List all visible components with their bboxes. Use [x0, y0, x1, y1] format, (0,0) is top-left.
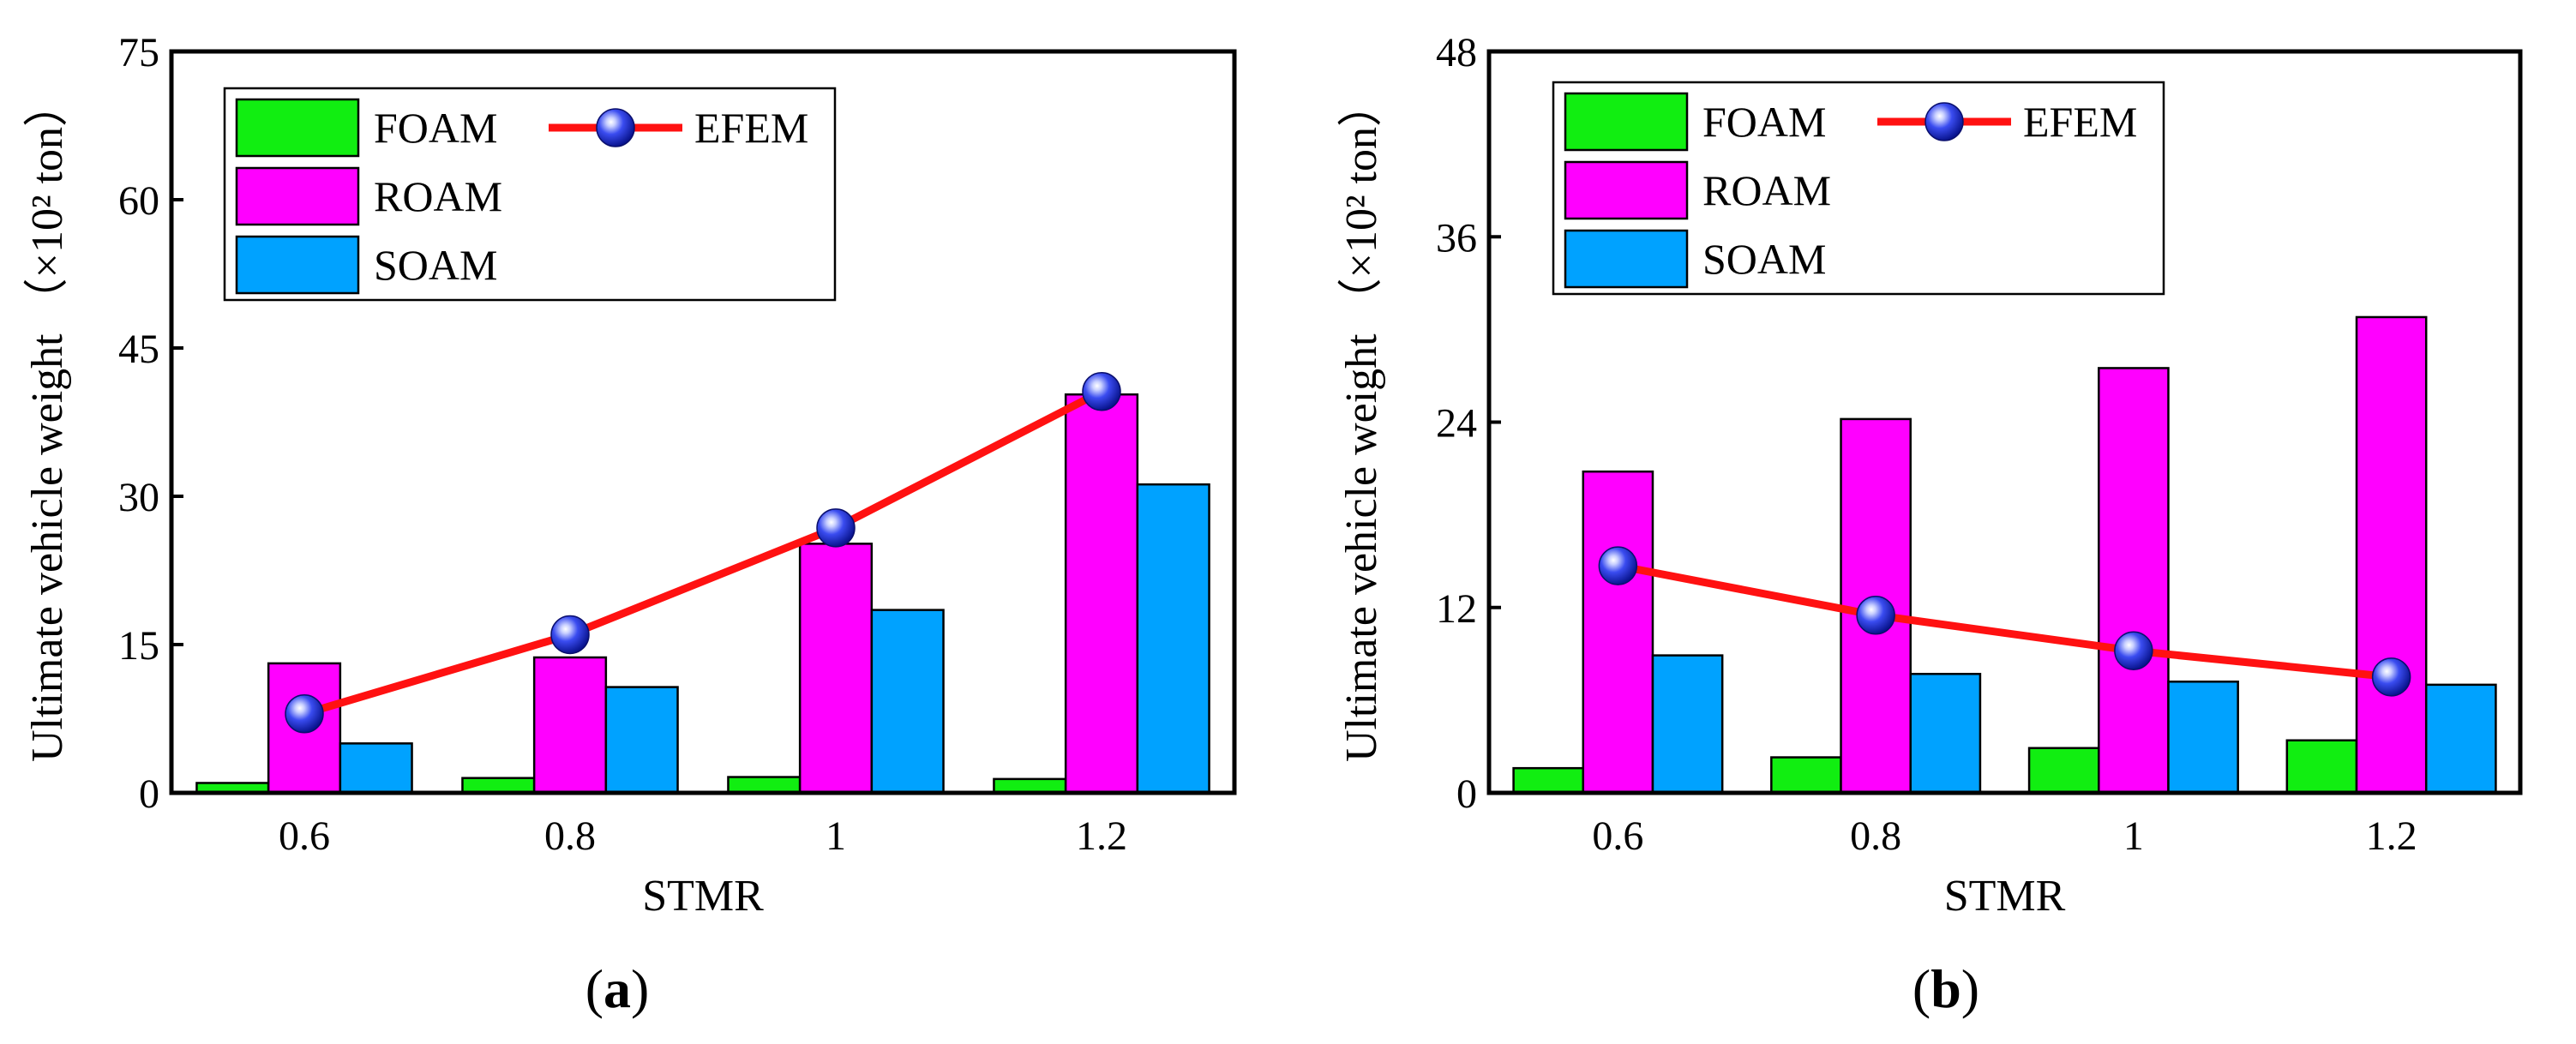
bar-soam	[604, 686, 679, 795]
y-tick-label: 45	[118, 327, 159, 372]
y-tick-label: 36	[1436, 215, 1477, 261]
point-efem	[285, 693, 324, 734]
y-tick-label: 48	[1436, 30, 1477, 75]
legend-label-soam: SOAM	[374, 241, 497, 289]
panel-caption-close: )	[1961, 958, 1979, 1019]
legend-swatch-foam	[235, 98, 360, 158]
y-axis-title-unit: （×10² ton）	[23, 82, 72, 322]
point-efem	[2114, 631, 2153, 670]
panel-caption-open: (	[1912, 958, 1930, 1019]
x-tick-label: 1	[826, 813, 846, 859]
bar-foam	[2285, 739, 2358, 795]
bar-foam	[1770, 756, 1842, 795]
legend-label-foam: FOAM	[374, 104, 497, 152]
plot-frame	[169, 49, 1237, 795]
panel-caption: (a)	[585, 958, 650, 1019]
bar-soam	[2424, 683, 2497, 795]
bar-foam	[461, 777, 536, 795]
x-tick-label: 0.8	[544, 813, 596, 859]
panel-caption: (b)	[1912, 958, 1979, 1019]
x-tick-label: 1	[2123, 813, 2144, 859]
bar-foam	[2027, 747, 2100, 795]
legend-label-foam: FOAM	[1702, 98, 1826, 146]
y-axis-title: Ultimate vehicle weight （×10² ton）	[23, 82, 72, 762]
y-axis-title-unit: （×10² ton）	[1337, 82, 1386, 322]
legend-marker-efem	[596, 108, 635, 147]
bar-soam	[1136, 483, 1210, 795]
bar-roam	[798, 543, 874, 795]
x-axis-title: STMR	[642, 872, 764, 921]
legend-swatch-foam	[1564, 92, 1689, 152]
x-axis-title: STMR	[1944, 872, 2066, 921]
y-axis-title: Ultimate vehicle weight （×10² ton）	[1337, 82, 1386, 762]
y-tick-label: 24	[1436, 401, 1477, 447]
panel-caption-letter: b	[1930, 958, 1961, 1019]
y-tick-label: 12	[1436, 586, 1477, 632]
y-tick-label: 0	[139, 771, 159, 817]
legend-label-soam: SOAM	[1702, 235, 1826, 283]
bar-foam	[1512, 766, 1585, 795]
line-efem	[303, 387, 1104, 718]
bar-soam	[1651, 654, 1724, 795]
point-efem	[550, 615, 590, 655]
bar-roam	[1582, 470, 1654, 795]
legend-marker-efem	[1924, 102, 1964, 141]
x-tick-label: 0.6	[1592, 813, 1643, 859]
legend-swatch-roam	[235, 166, 360, 226]
y-tick-label: 75	[118, 30, 159, 75]
bar-soam	[870, 609, 945, 795]
legend-label-roam: ROAM	[374, 172, 502, 220]
y-axis-title-text: Ultimate vehicle weight	[1337, 322, 1386, 762]
point-efem	[2371, 657, 2411, 697]
bar-roam	[2355, 315, 2428, 795]
chart-panel-a: 0 15 30 45 60 75 0.6 0.8 1 1.2 STMR Ultimate vehicl…	[23, 30, 1237, 1019]
bar-roam	[1064, 393, 1139, 795]
y-tick-label: 30	[118, 475, 159, 520]
x-tick-label: 0.6	[279, 813, 330, 859]
panel-caption-open: (	[585, 958, 603, 1019]
point-efem	[1082, 371, 1121, 411]
line-efem	[1617, 561, 2393, 681]
y-tick-label: 0	[1456, 771, 1477, 817]
bar-foam	[727, 776, 802, 795]
x-tick-label: 0.8	[1850, 813, 1901, 859]
legend-swatch-soam	[235, 235, 360, 295]
legend-label-roam: ROAM	[1702, 166, 1831, 214]
panel-caption-letter: a	[603, 958, 631, 1019]
legend-label-efem: EFEM	[2023, 98, 2137, 146]
bar-roam	[532, 656, 608, 795]
y-axis-title-text: Ultimate vehicle weight	[23, 322, 72, 762]
legend-swatch-soam	[1564, 229, 1689, 289]
plot-frame	[1486, 49, 2523, 795]
bar-soam	[339, 742, 413, 795]
panel-caption-close: )	[631, 958, 649, 1019]
bar-soam	[2167, 681, 2239, 795]
y-tick-label: 60	[118, 178, 159, 224]
chart-panel-b: 0 12 24 36 48 0.6 0.8 1 1.2 STMR Ultimate vehicle …	[1337, 30, 2523, 1019]
bar-soam	[1909, 672, 1982, 795]
legend-label-efem: EFEM	[694, 104, 808, 152]
point-efem	[1598, 546, 1638, 585]
x-tick-label: 1.2	[1076, 813, 1127, 859]
y-tick-label: 15	[118, 623, 159, 669]
point-efem	[1856, 596, 1895, 635]
bar-roam	[2098, 367, 2170, 795]
legend-swatch-roam	[1564, 160, 1689, 220]
x-tick-label: 1.2	[2366, 813, 2417, 859]
point-efem	[816, 508, 856, 548]
